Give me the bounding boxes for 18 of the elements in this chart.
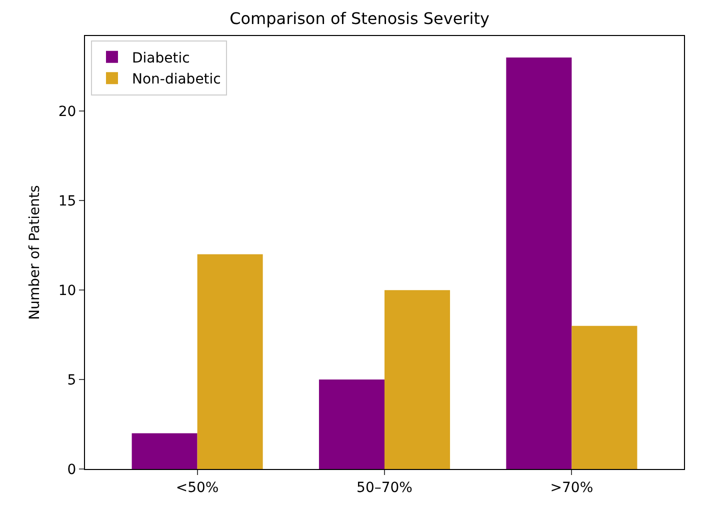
x-tick-label: >70%: [550, 480, 594, 496]
y-axis-title: Number of Patients: [26, 185, 43, 320]
y-tick-label: 20: [58, 104, 76, 120]
y-tick-label: 5: [67, 372, 76, 388]
x-tick-label: <50%: [176, 480, 219, 496]
bar: [572, 326, 638, 469]
legend-label: Non-diabetic: [132, 72, 221, 88]
y-tick-label: 0: [67, 462, 76, 478]
x-tick-label: 50–70%: [356, 480, 412, 496]
bar: [506, 57, 572, 469]
chart-title: Comparison of Stenosis Severity: [230, 8, 490, 28]
bar: [197, 254, 263, 469]
legend-label: Diabetic: [132, 50, 190, 66]
bar: [384, 290, 450, 469]
bar: [132, 433, 198, 469]
bar: [318, 380, 384, 469]
y-tick-label: 15: [58, 194, 76, 210]
y-tick-label: 10: [58, 282, 76, 299]
